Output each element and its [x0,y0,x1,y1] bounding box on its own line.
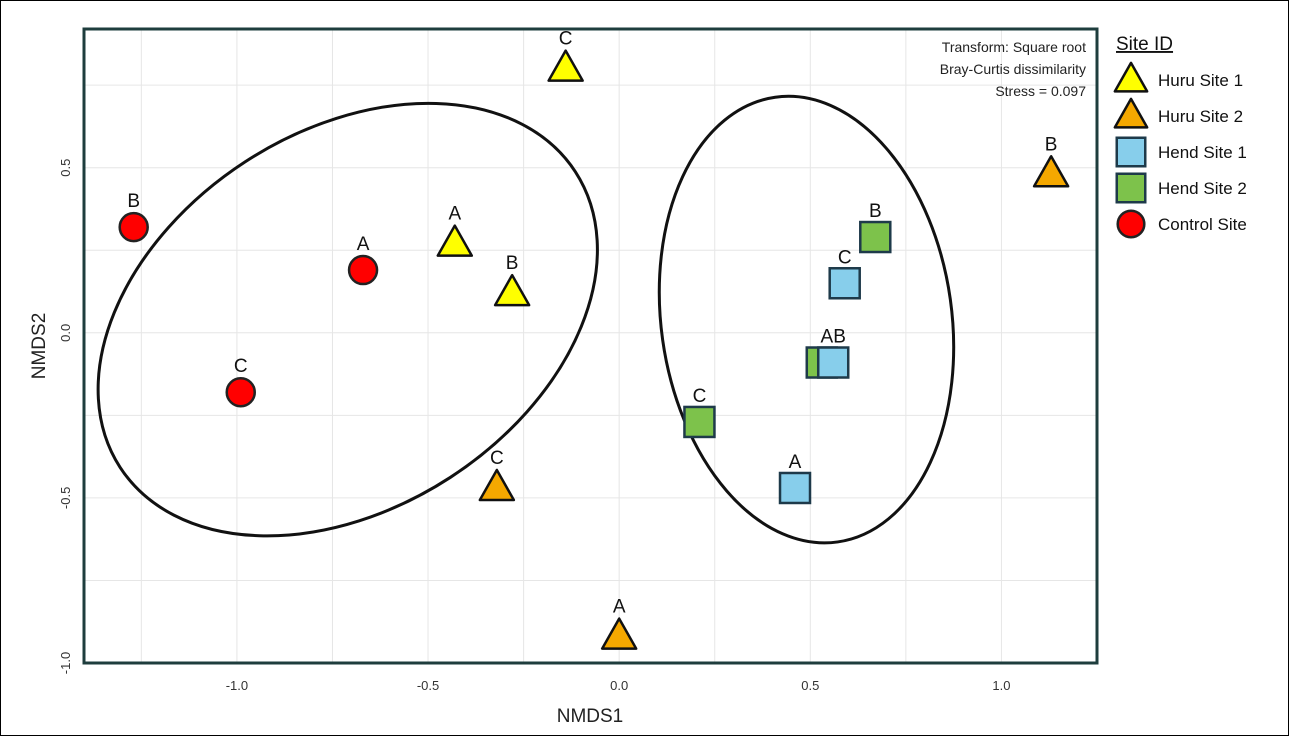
y-tick-labels: -1.0 -0.5 0.0 0.5 [58,159,73,675]
stats-annotation: Transform: Square root Bray-Curtis dissi… [940,39,1086,99]
legend-entry-label: Huru Site 1 [1158,71,1243,90]
square-marker [1115,172,1147,204]
plot-border [82,27,1099,665]
point-label: B [506,253,519,274]
annotation-stress: Stress = 0.097 [995,83,1086,99]
x-tick-label: 0.5 [801,678,819,693]
point-label: A [448,204,461,225]
triangle-marker [493,273,531,307]
annotation-transform: Transform: Square root [942,39,1086,55]
x-tick-label: 1.0 [992,678,1010,693]
triangle-marker [600,617,638,650]
y-tick-label: -0.5 [58,487,73,509]
point-label: C [559,29,573,50]
point-label: AB [821,327,846,348]
annotation-dissimilarity: Bray-Curtis dissimilarity [940,61,1086,77]
triangle-marker [1113,97,1149,129]
triangle-marker [1032,155,1070,188]
circle-marker [347,254,379,286]
square-marker [828,267,861,300]
circle-marker [1116,209,1146,239]
x-tick-labels: -1.0 -0.5 0.0 0.5 1.0 [226,678,1011,693]
circle-marker [225,376,256,408]
y-tick-label: -1.0 [58,652,73,674]
point-label: A [789,452,802,473]
x-tick-label: -0.5 [417,678,439,693]
circle-marker [118,211,149,243]
point-label: C [234,356,248,377]
grid [84,29,1097,663]
cluster-ellipse [657,94,956,545]
point-label: B [127,191,140,212]
triangle-marker [436,224,474,257]
legend-entry-label: Huru Site 2 [1158,107,1243,126]
cluster-ellipse [96,101,599,538]
point-label: A [613,597,626,618]
square-marker [778,471,812,505]
triangle-marker [478,468,516,502]
point-label: A [357,234,370,255]
cluster-ellipses [96,94,956,545]
square-marker [1115,136,1147,168]
point-label: B [869,201,882,222]
point-label: B [1045,134,1058,155]
triangle-marker [547,49,584,82]
legend-entry-label: Control Site [1158,215,1247,234]
legend-entry-label: Hend Site 1 [1158,143,1247,162]
point-label: C [838,247,852,268]
legend-entry-label: Hend Site 2 [1158,179,1247,198]
triangle-marker [1113,61,1149,93]
square-marker [816,346,850,379]
point-label: C [490,448,504,469]
x-axis-title: NMDS1 [557,706,624,727]
y-tick-label: 0.0 [58,324,73,342]
point-label: C [693,386,707,407]
x-tick-label: -1.0 [226,678,248,693]
legend-title: Site ID [1116,34,1173,55]
y-axis-title: NMDS2 [29,313,50,380]
square-marker [859,220,892,254]
legend: Site ID Huru Site 1 Huru Site 2 Hend Site … [1113,34,1247,239]
x-tick-label: 0.0 [610,678,628,693]
y-tick-label: 0.5 [58,159,73,177]
square-marker [683,405,716,439]
